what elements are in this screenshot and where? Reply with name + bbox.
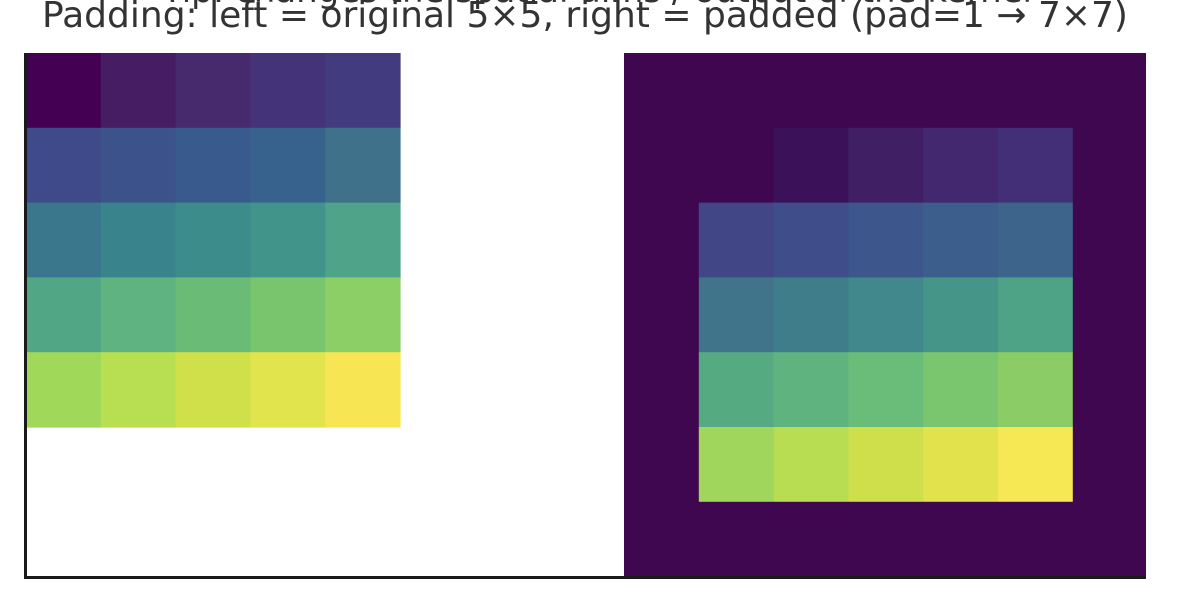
padded-cell-r5-c0: [624, 427, 700, 503]
original-cell-r0-c2: [175, 53, 251, 129]
padded-cell-r4-c5: [998, 352, 1074, 428]
original-cell-r2-c1: [100, 202, 177, 278]
padded-cell-r3-c6: [1072, 277, 1146, 353]
padded-cell-r4-c0: [624, 352, 700, 428]
padded-cell-r1-c6: [1072, 127, 1146, 204]
original-cell-r0-c3: [250, 53, 326, 129]
original-cell-r1-c3: [250, 127, 326, 204]
padded-cell-r3-c1: [698, 277, 775, 353]
padded-cell-r6-c3: [848, 501, 924, 578]
original-cell-r3-c2: [175, 277, 251, 353]
padded-cell-r4-c3: [848, 352, 924, 428]
padded-cell-r1-c1: [698, 127, 775, 204]
padding-figure: [24, 53, 1146, 579]
padded-cell-r5-c2: [773, 427, 849, 503]
original-cell-r0-c1: [100, 53, 177, 129]
padded-cell-r6-c0: [624, 501, 700, 578]
padded-cell-r3-c5: [998, 277, 1074, 353]
original-cell-r3-c0: [26, 277, 102, 353]
padded-cell-r5-c6: [1072, 427, 1146, 503]
left-axis-spine: [24, 53, 27, 579]
original-cell-r4-c0: [26, 352, 102, 428]
padded-cell-r4-c1: [698, 352, 775, 428]
bottom-axis-spine: [24, 576, 1146, 579]
padded-cell-r5-c4: [923, 427, 999, 503]
original-cell-r2-c4: [325, 202, 401, 278]
original-cell-r4-c3: [250, 352, 326, 428]
original-cell-r2-c3: [250, 202, 326, 278]
padded-cell-r2-c5: [998, 202, 1074, 278]
padded-cell-r5-c3: [848, 427, 924, 503]
original-cell-r3-c4: [325, 277, 401, 353]
original-cell-r2-c0: [26, 202, 102, 278]
padded-cell-r6-c4: [923, 501, 999, 578]
original-cell-r4-c4: [325, 352, 401, 428]
original-cell-r2-c2: [175, 202, 251, 278]
padded-cell-r3-c3: [848, 277, 924, 353]
padded-grid: [624, 53, 1146, 578]
padded-cell-r1-c2: [773, 127, 849, 204]
padded-cell-r4-c2: [773, 352, 849, 428]
original-cell-r3-c3: [250, 277, 326, 353]
padded-cell-r6-c2: [773, 501, 849, 578]
original-cell-r1-c4: [325, 127, 401, 204]
padded-cell-r5-c1: [698, 427, 775, 503]
padded-cell-r0-c2: [773, 53, 849, 129]
padded-cell-r0-c1: [698, 53, 775, 129]
padded-cell-r1-c4: [923, 127, 999, 204]
padded-cell-r4-c6: [1072, 352, 1146, 428]
original-cell-r0-c0: [26, 53, 102, 129]
grid-canvas: [26, 53, 1146, 578]
original-cell-r1-c2: [175, 127, 251, 204]
padded-cell-r0-c4: [923, 53, 999, 129]
original-grid: [26, 53, 401, 428]
padded-cell-r2-c2: [773, 202, 849, 278]
padded-cell-r3-c0: [624, 277, 700, 353]
padded-cell-r4-c4: [923, 352, 999, 428]
padded-cell-r2-c0: [624, 202, 700, 278]
padded-cell-r2-c6: [1072, 202, 1146, 278]
padded-cell-r0-c6: [1072, 53, 1146, 129]
original-cell-r1-c0: [26, 127, 102, 204]
original-cell-r4-c2: [175, 352, 251, 428]
padded-cell-r1-c0: [624, 127, 700, 204]
padded-cell-r0-c3: [848, 53, 924, 129]
padded-cell-r0-c0: [624, 53, 700, 129]
padded-cell-r5-c5: [998, 427, 1074, 503]
original-cell-r4-c1: [100, 352, 177, 428]
original-cell-r3-c1: [100, 277, 177, 353]
padded-cell-r6-c6: [1072, 501, 1146, 578]
original-cell-r1-c1: [100, 127, 177, 204]
padded-cell-r2-c3: [848, 202, 924, 278]
original-cell-r0-c4: [325, 53, 401, 129]
padded-cell-r1-c3: [848, 127, 924, 204]
padded-cell-r6-c1: [698, 501, 775, 578]
padded-cell-r6-c5: [998, 501, 1074, 578]
padded-cell-r0-c5: [998, 53, 1074, 129]
figure-title: Padding: left = original 5×5, right = pa…: [42, 0, 1128, 36]
padded-cell-r3-c2: [773, 277, 849, 353]
cut-off-title-line: Tip: changes the spatial dims / output o…: [0, 0, 1194, 8]
padded-cell-r2-c4: [923, 202, 999, 278]
padded-cell-r1-c5: [998, 127, 1074, 204]
padded-cell-r2-c1: [698, 202, 775, 278]
padded-cell-r3-c4: [923, 277, 999, 353]
